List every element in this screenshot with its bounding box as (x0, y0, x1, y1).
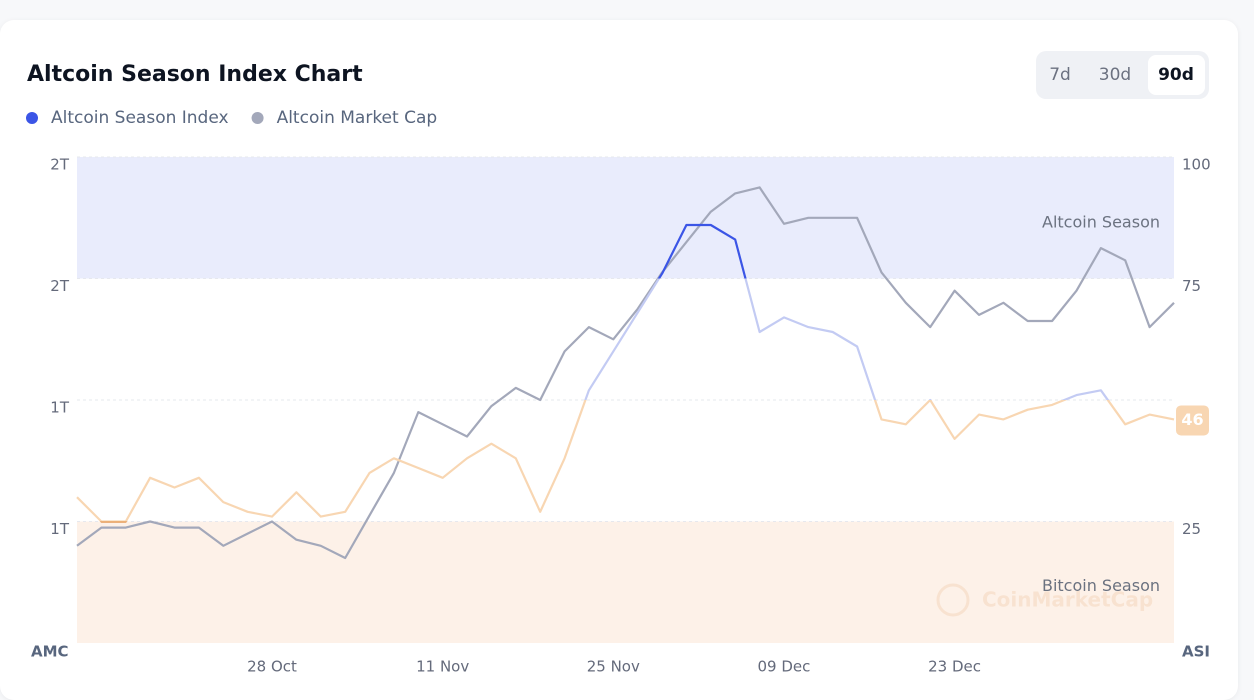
y-tick-label: 1T (50, 520, 70, 538)
legend-label: Altcoin Market Cap (277, 108, 438, 128)
x-tick-label: 11 Nov (416, 658, 469, 676)
y-tick-label: 2T (50, 277, 70, 295)
series-line (76, 186, 1175, 560)
watermark-text: CoinMarketCap (982, 588, 1153, 612)
x-tick-label: 09 Dec (758, 658, 811, 676)
value-badge (1176, 405, 1209, 436)
y-tick-label: 2T (50, 156, 70, 174)
value-badge-label: 46 (1181, 410, 1203, 429)
range-button[interactable]: 7d (1049, 65, 1071, 85)
chart-title: Altcoin Season Index Chart (27, 62, 363, 87)
legend-marker (26, 112, 38, 124)
y2-tick-label: 100 (1182, 156, 1211, 174)
x-tick-label: 23 Dec (928, 658, 981, 676)
legend-label: Altcoin Season Index (51, 108, 229, 128)
range-button[interactable]: 90d (1158, 65, 1194, 85)
y-tick-label: 1T (50, 399, 70, 417)
season-band (77, 157, 1174, 279)
band-label: Bitcoin Season (1042, 576, 1160, 595)
x-tick-label: 25 Nov (587, 658, 640, 676)
page: {"chart_data": {"type": "line", "title":… (26, 51, 1211, 676)
y2-tick-label: 75 (1182, 277, 1201, 295)
range-button[interactable]: 30d (1099, 65, 1131, 85)
series-line (76, 223, 1175, 523)
y2-tick-label: 25 (1182, 520, 1201, 538)
season-band (77, 521, 1174, 643)
x-tick-label: 28 Oct (247, 658, 297, 676)
range-button-active[interactable] (1148, 55, 1205, 95)
y-axis-label: AMC (31, 643, 69, 661)
watermark: CoinMarketCap (936, 583, 1153, 617)
watermark-logo (936, 583, 970, 617)
y2-axis-label: ASI (1182, 643, 1210, 661)
chart: Altcoin Season Index Chart 7d 30d 90d Altco… (26, 51, 1211, 676)
band-label: Altcoin Season (1042, 213, 1160, 232)
legend-marker (251, 112, 264, 124)
